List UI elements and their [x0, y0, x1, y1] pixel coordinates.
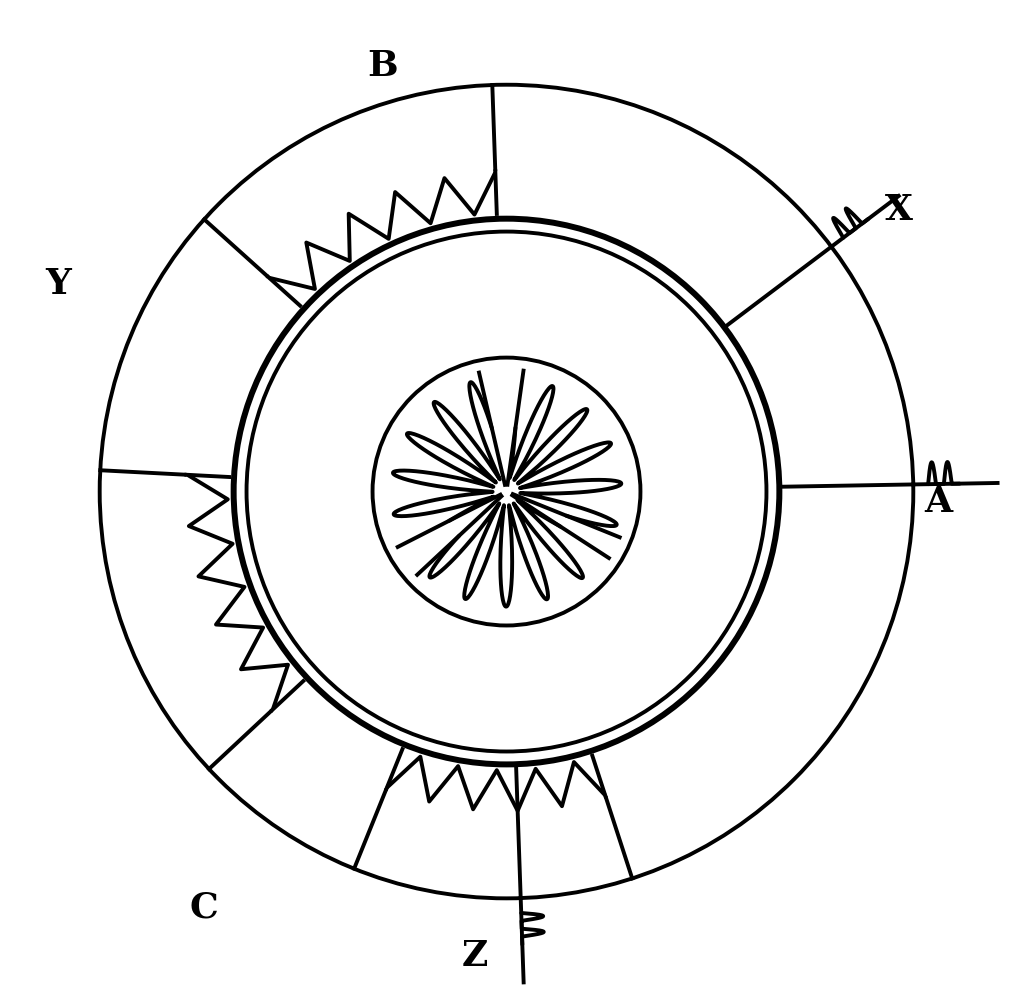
Text: X: X — [884, 193, 913, 227]
Text: Z: Z — [462, 938, 488, 972]
Text: A: A — [924, 485, 952, 519]
Text: C: C — [189, 890, 218, 923]
Text: B: B — [367, 49, 398, 83]
Text: Y: Y — [46, 267, 71, 301]
